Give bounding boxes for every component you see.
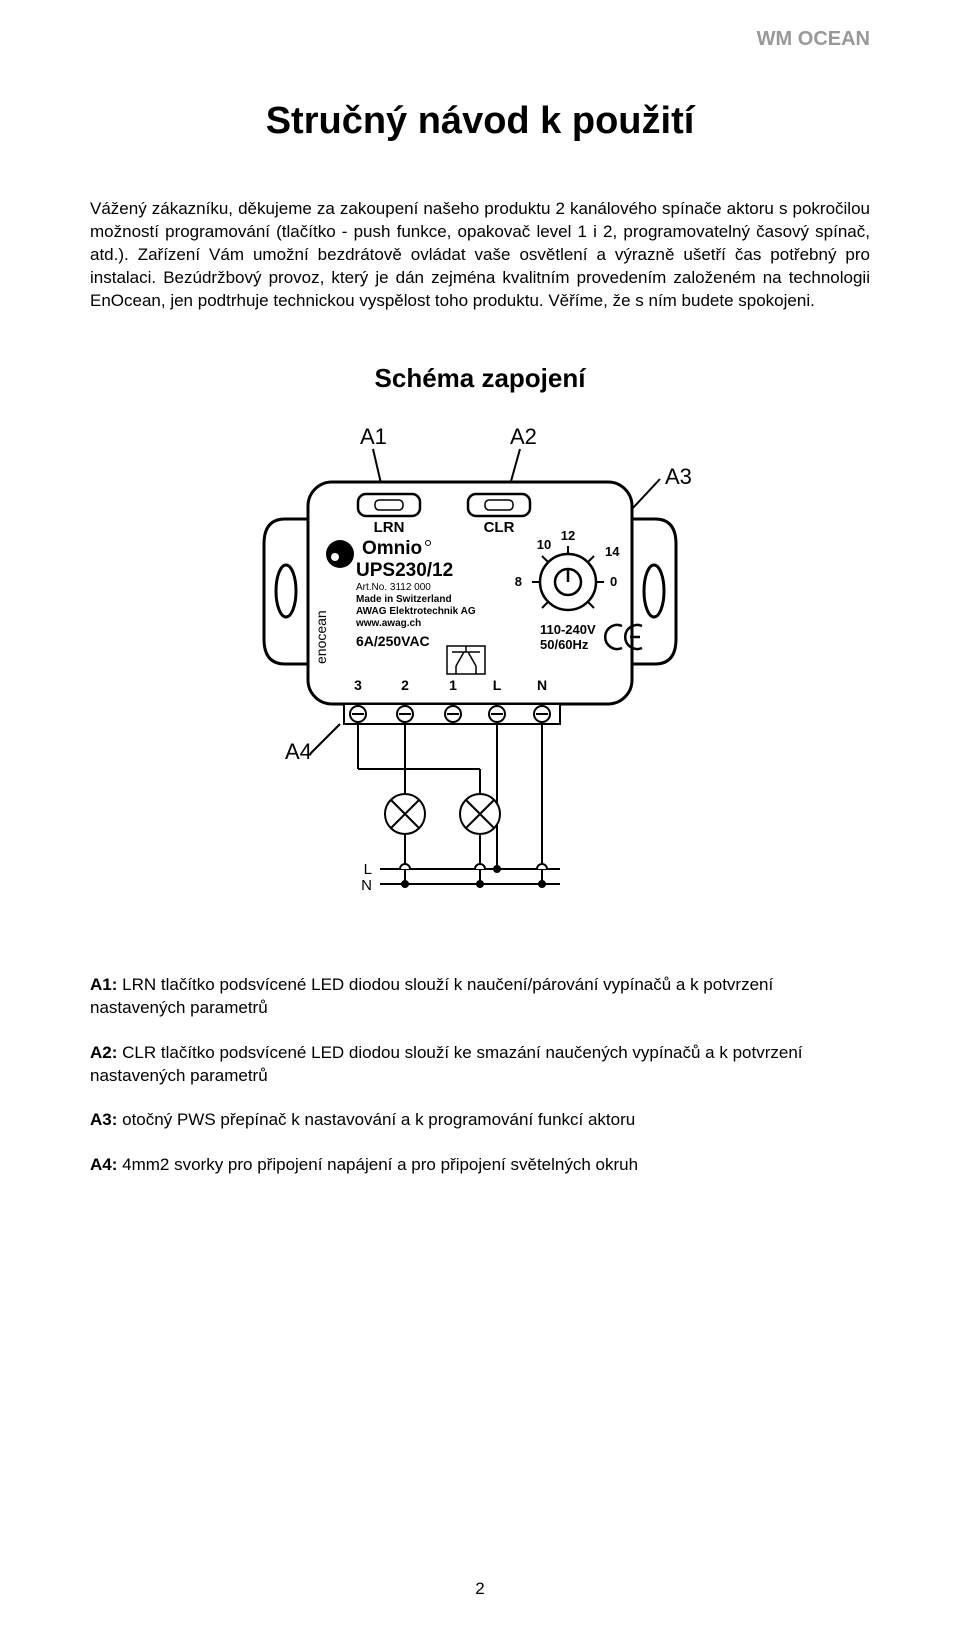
terminals-row bbox=[344, 704, 560, 724]
def-a4-text: 4mm2 svorky pro připojení napájení a pro… bbox=[117, 1155, 638, 1174]
term-N: N bbox=[537, 677, 547, 693]
rail-N: N bbox=[361, 877, 372, 894]
brand-text: Omnio bbox=[362, 538, 422, 559]
def-a4-label: A4: bbox=[90, 1155, 117, 1174]
def-a3-text: otočný PWS přepínač k nastavování a k pr… bbox=[117, 1110, 635, 1129]
def-a4: A4: 4mm2 svorky pro připojení napájení a… bbox=[90, 1154, 870, 1177]
power-line2: 50/60Hz bbox=[540, 637, 589, 652]
pointer-a4 bbox=[310, 724, 340, 754]
lamp-1 bbox=[385, 794, 425, 834]
term-1: 1 bbox=[449, 677, 457, 693]
schematic-diagram: A1 A2 A3 A4 LRN CLR enocean Omnio UP bbox=[90, 424, 870, 904]
lrn-label: LRN bbox=[374, 519, 405, 536]
annot-a1: A1 bbox=[360, 424, 387, 449]
dial-10: 10 bbox=[537, 537, 551, 552]
url-text: www.awag.ch bbox=[355, 618, 421, 629]
made-text: Made in Switzerland bbox=[356, 594, 452, 605]
clr-label: CLR bbox=[484, 519, 515, 536]
dial-12: 12 bbox=[561, 528, 575, 543]
device-svg: A1 A2 A3 A4 LRN CLR enocean Omnio UP bbox=[250, 424, 710, 904]
page-title: Stručný návod k použití bbox=[90, 100, 870, 143]
model-text: UPS230/12 bbox=[356, 560, 453, 581]
power-line1: 110-240V bbox=[540, 622, 596, 637]
def-a3-label: A3: bbox=[90, 1110, 117, 1129]
annot-a3: A3 bbox=[665, 464, 692, 489]
mfr-text: AWAG Elektrotechnik AG bbox=[356, 606, 476, 617]
logo-disc bbox=[326, 540, 354, 568]
lrn-button-inner bbox=[375, 500, 403, 510]
schematic-title: Schéma zapojení bbox=[90, 363, 870, 394]
term-2: 2 bbox=[401, 677, 409, 693]
term-L: L bbox=[493, 677, 502, 693]
def-a1-label: A1: bbox=[90, 975, 117, 994]
dial-14: 14 bbox=[605, 544, 620, 559]
definitions-list: A1: LRN tlačítko podsvícené LED diodou s… bbox=[90, 974, 870, 1178]
dial-0: 0 bbox=[610, 574, 617, 589]
rating-text: 6A/250VAC bbox=[356, 633, 430, 649]
annot-a4: A4 bbox=[285, 739, 312, 764]
term-3: 3 bbox=[354, 677, 362, 693]
def-a3: A3: otočný PWS přepínač k nastavování a … bbox=[90, 1109, 870, 1132]
clr-button-inner bbox=[485, 500, 513, 510]
intro-paragraph: Vážený zákazníku, děkujeme za zakoupení … bbox=[90, 198, 870, 313]
def-a1: A1: LRN tlačítko podsvícené LED diodou s… bbox=[90, 974, 870, 1020]
dial-8: 8 bbox=[515, 574, 522, 589]
mount-hole-right bbox=[644, 565, 664, 617]
logo-disc-inner bbox=[331, 553, 339, 561]
header-brand: WM OCEAN bbox=[757, 28, 870, 51]
page-number: 2 bbox=[0, 1579, 960, 1599]
rail-L: L bbox=[364, 861, 372, 878]
mount-hole-left bbox=[276, 565, 296, 617]
enocean-text: enocean bbox=[313, 610, 329, 664]
def-a2: A2: CLR tlačítko podsvícené LED diodou s… bbox=[90, 1042, 870, 1088]
def-a1-text: LRN tlačítko podsvícené LED diodou slouž… bbox=[90, 975, 773, 1017]
def-a2-text: CLR tlačítko podsvícené LED diodou slouž… bbox=[90, 1043, 803, 1085]
lamp-2 bbox=[460, 794, 500, 834]
artno-text: Art.No. 3112 000 bbox=[356, 582, 431, 593]
def-a2-label: A2: bbox=[90, 1043, 117, 1062]
annot-a2: A2 bbox=[510, 424, 537, 449]
